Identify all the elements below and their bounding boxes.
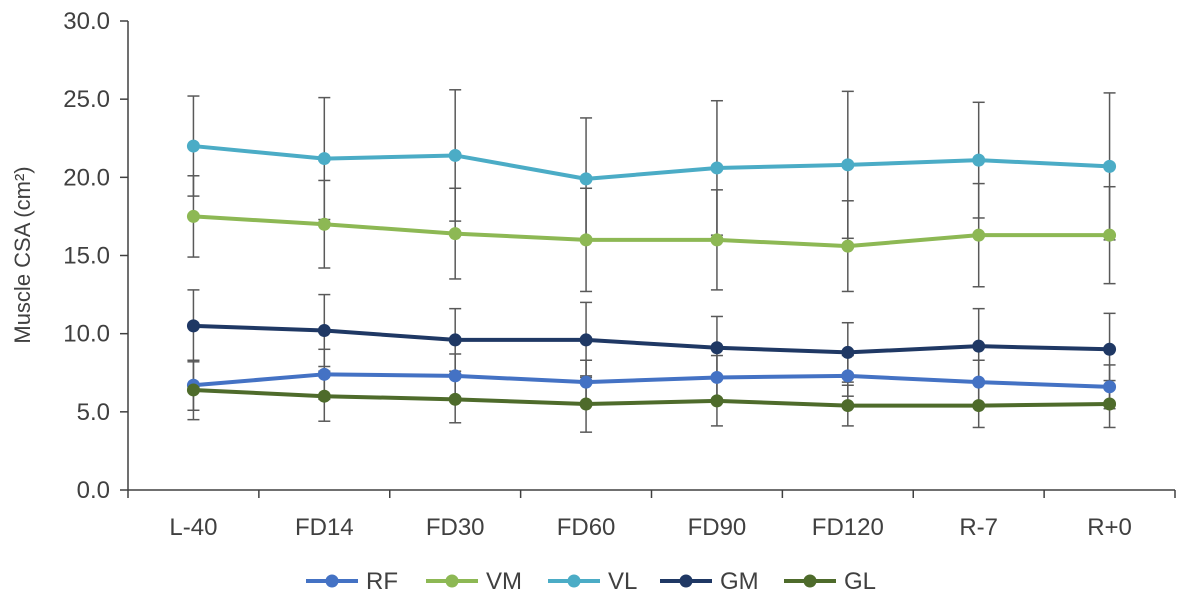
data-point-rf <box>972 375 986 389</box>
data-point-rf <box>448 369 462 383</box>
legend-label-gm: GM <box>720 568 759 595</box>
data-point-vm <box>1103 228 1117 242</box>
data-point-gl <box>841 399 855 413</box>
data-point-gm <box>710 341 724 355</box>
y-axis-title-group: Muscle CSA (cm²) <box>10 166 35 343</box>
data-point-vl <box>448 148 462 162</box>
series-line-gl <box>193 387 1110 408</box>
data-point-vm <box>972 228 986 242</box>
axes: 0.0 5.0 10.0 15.0 20.0 25.0 30.0 L-40 FD14 FD30 FD… <box>63 8 1176 541</box>
data-point-gm <box>186 319 200 333</box>
legend-label-vl: VL <box>608 568 637 595</box>
legend-label-rf: RF <box>366 568 398 595</box>
y-tick-label: 30.0 <box>63 8 110 35</box>
data-point-gl <box>317 389 331 403</box>
data-point-vl <box>317 152 331 166</box>
legend-label-gl: GL <box>844 568 876 595</box>
x-tick-label: FD14 <box>295 514 354 541</box>
data-point-rf <box>710 370 724 384</box>
data-point-rf <box>1103 380 1117 394</box>
y-tick-label: 0.0 <box>77 477 110 504</box>
y-tick-label: 20.0 <box>63 164 110 191</box>
legend-marker-gm <box>679 574 693 588</box>
data-point-vl <box>972 153 986 167</box>
data-point-vl <box>710 161 724 175</box>
series-markers <box>186 139 1117 413</box>
data-point-gl <box>186 383 200 397</box>
x-tick-label: R-7 <box>959 514 998 541</box>
legend-marker-vm <box>445 574 459 588</box>
data-point-vm <box>841 239 855 253</box>
data-point-gl <box>1103 397 1117 411</box>
data-point-gl <box>448 392 462 406</box>
x-tick-label: FD120 <box>812 514 884 541</box>
legend: RF VM VL GM GL <box>306 568 876 595</box>
legend-marker-rf <box>325 574 339 588</box>
series-line-vm <box>193 214 1110 249</box>
x-tick-label: FD30 <box>426 514 485 541</box>
data-point-gl <box>972 399 986 413</box>
data-point-vl <box>841 158 855 172</box>
data-point-vl <box>186 139 200 153</box>
data-point-rf <box>841 369 855 383</box>
data-point-vm <box>448 227 462 241</box>
x-tick-label: FD90 <box>688 514 747 541</box>
x-tick-label: L-40 <box>169 514 217 541</box>
y-tick-label: 10.0 <box>63 321 110 348</box>
data-point-gl <box>710 394 724 408</box>
y-tick-label: 25.0 <box>63 86 110 113</box>
data-point-vm <box>579 233 593 247</box>
data-point-gm <box>972 339 986 353</box>
data-point-vm <box>710 233 724 247</box>
data-point-gm <box>1103 342 1117 356</box>
data-point-vl <box>579 172 593 186</box>
series-line-vl <box>193 144 1110 181</box>
x-tick-label: R+0 <box>1087 514 1132 541</box>
series-line-rf <box>193 372 1110 389</box>
x-tick-label: FD60 <box>557 514 616 541</box>
data-point-rf <box>317 367 331 381</box>
data-point-gm <box>448 333 462 347</box>
y-tick-label: 15.0 <box>63 243 110 270</box>
data-point-vm <box>186 209 200 223</box>
legend-label-vm: VM <box>486 568 522 595</box>
legend-marker-gl <box>803 574 817 588</box>
data-point-vm <box>317 217 331 231</box>
data-point-vl <box>1103 159 1117 173</box>
legend-marker-vl <box>567 574 581 588</box>
y-tick-label: 5.0 <box>77 399 110 426</box>
series-lines <box>193 144 1110 408</box>
data-point-rf <box>579 375 593 389</box>
y-axis-title: Muscle CSA (cm²) <box>10 166 35 343</box>
data-point-gm <box>317 324 331 338</box>
data-point-gl <box>579 397 593 411</box>
data-point-gm <box>579 333 593 347</box>
data-point-gm <box>841 345 855 359</box>
series-line-gm <box>193 323 1110 355</box>
